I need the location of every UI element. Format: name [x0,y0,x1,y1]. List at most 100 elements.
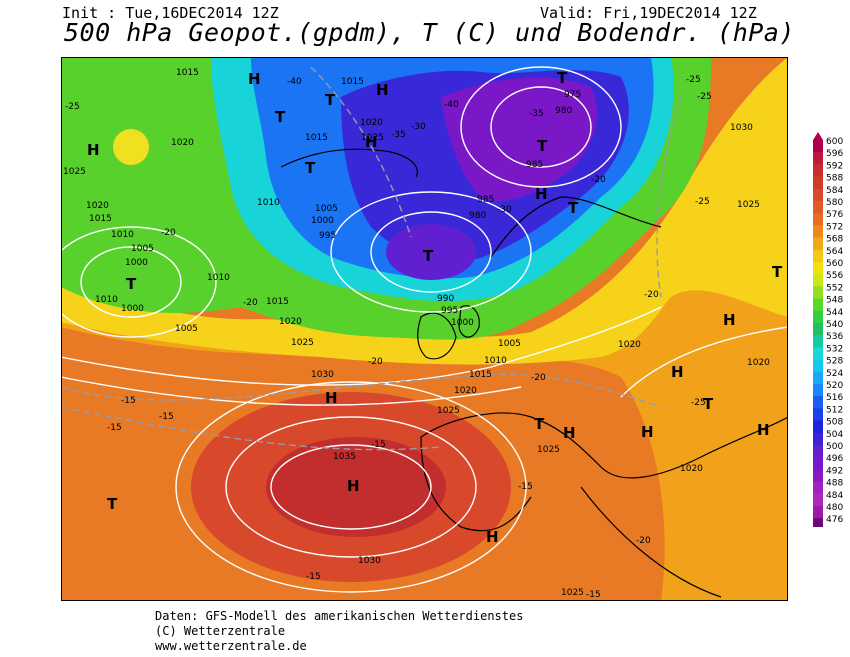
legend-label: 484 [826,491,843,501]
temperature-label: -15 [107,423,122,433]
temperature-label: -35 [391,130,406,140]
low-marker: T [107,495,118,513]
pressure-label: 1005 [498,339,521,349]
pressure-label: 980 [555,106,572,116]
yellow-blob [113,129,149,165]
low-marker: T [275,108,286,126]
pressure-label: 1025 [361,133,384,143]
isotherms [61,66,682,451]
coastlines [280,148,788,598]
pressure-label: 1010 [484,356,507,366]
low-marker: T [126,275,137,293]
temperature-label: -20 [591,175,606,185]
pressure-center-layer: H H H H T T T T T T T T H H H T H H H H … [87,69,783,546]
low-marker: T [423,247,434,265]
legend-label: 552 [826,283,843,293]
high-marker: H [641,423,654,441]
valid-time-label: Valid: Fri,19DEC2014 12Z [540,4,757,22]
legend-swatch [813,493,823,507]
temperature-label-layer: -25 -40 -35 -30 -40 -35 -30 -25 -20 -25 … [65,75,712,600]
pressure-label: 1000 [311,216,334,226]
legend-swatch [813,213,823,226]
temperature-label: -25 [695,197,710,207]
legend-swatch [813,323,823,336]
temperature-label: -25 [686,75,701,85]
init-time-label: Init : Tue,16DEC2014 12Z [62,4,279,22]
high-marker: H [325,389,338,407]
legend-label: 580 [826,198,843,208]
footer-copyright: (C) Wetterzentrale [155,624,286,638]
legend-swatch [813,298,823,312]
pressure-label: 1020 [454,386,477,396]
legend-swatch [813,335,823,348]
legend-label: 524 [826,369,843,379]
pressure-label: 1015 [469,370,492,380]
legend-top-arrow [813,132,823,140]
pressure-label: 1025 [291,338,314,348]
legend-label: 548 [826,296,843,306]
pressure-label: 1020 [360,118,383,128]
pressure-label: 1020 [171,138,194,148]
legend-label: 560 [826,259,843,269]
legend-label: 564 [826,247,843,257]
temperature-label: -40 [444,100,459,110]
temperature-label: -20 [636,536,651,546]
low-marker: T [772,263,783,281]
legend-swatch [813,518,823,527]
temperature-label: -20 [161,228,176,238]
color-legend: 600 596 592 588 584 580 576 572 568 564 560 556 552 5… [813,132,843,527]
isobars [61,66,788,593]
legend-swatch [813,420,823,434]
legend-swatch [813,188,823,202]
temperature-label: -20 [531,373,546,383]
temperature-label: -30 [411,122,426,132]
pressure-label: 995 [441,306,458,316]
pressure-label: 1020 [279,317,302,327]
pressure-label: 1030 [730,123,753,133]
low-marker: T [568,199,579,217]
legend-swatch [813,286,823,300]
high-marker: H [87,141,100,159]
pressure-label: 1015 [89,214,112,224]
legend-swatch [813,274,823,287]
legend-label: 528 [826,357,843,367]
pressure-label: 1005 [315,204,338,214]
footer-website: www.wetterzentrale.de [155,639,307,653]
legend-swatch [813,152,823,165]
pressure-label: 1025 [537,445,560,455]
pressure-label: 1005 [131,244,154,254]
pressure-label: 1025 [561,588,584,598]
high-marker: H [757,421,770,439]
legend-label: 544 [826,308,843,318]
pressure-label: 1015 [266,297,289,307]
temperature-label: -25 [65,102,80,112]
legend-label: 592 [826,161,843,171]
temperature-label: -25 [697,92,712,102]
pressure-label: 1005 [175,324,198,334]
low-marker: T [557,69,568,87]
pressure-label: 1030 [311,370,334,380]
temperature-label: -15 [159,412,174,422]
map-frame [61,57,788,601]
pressure-label: 1010 [111,230,134,240]
pressure-label: 1025 [63,167,86,177]
legend-label: 512 [826,405,843,415]
high-marker: H [376,81,389,99]
legend-swatch [813,457,823,470]
pressure-label: 1000 [451,318,474,328]
legend-swatch [813,481,823,495]
legend-swatch [813,359,823,373]
low-marker: T [703,395,714,413]
legend-swatch [813,262,823,275]
pressure-label: 1010 [257,198,280,208]
legend-swatch [813,347,823,361]
legend-swatch [813,396,823,409]
pressure-label: 1025 [737,200,760,210]
pressure-label: 1020 [618,340,641,350]
legend-swatch [813,310,823,324]
temperature-label: -25 [691,398,706,408]
pressure-label: 975 [564,90,581,100]
legend-label: 584 [826,186,843,196]
legend-label: 476 [826,515,843,525]
legend-label: 480 [826,503,843,513]
